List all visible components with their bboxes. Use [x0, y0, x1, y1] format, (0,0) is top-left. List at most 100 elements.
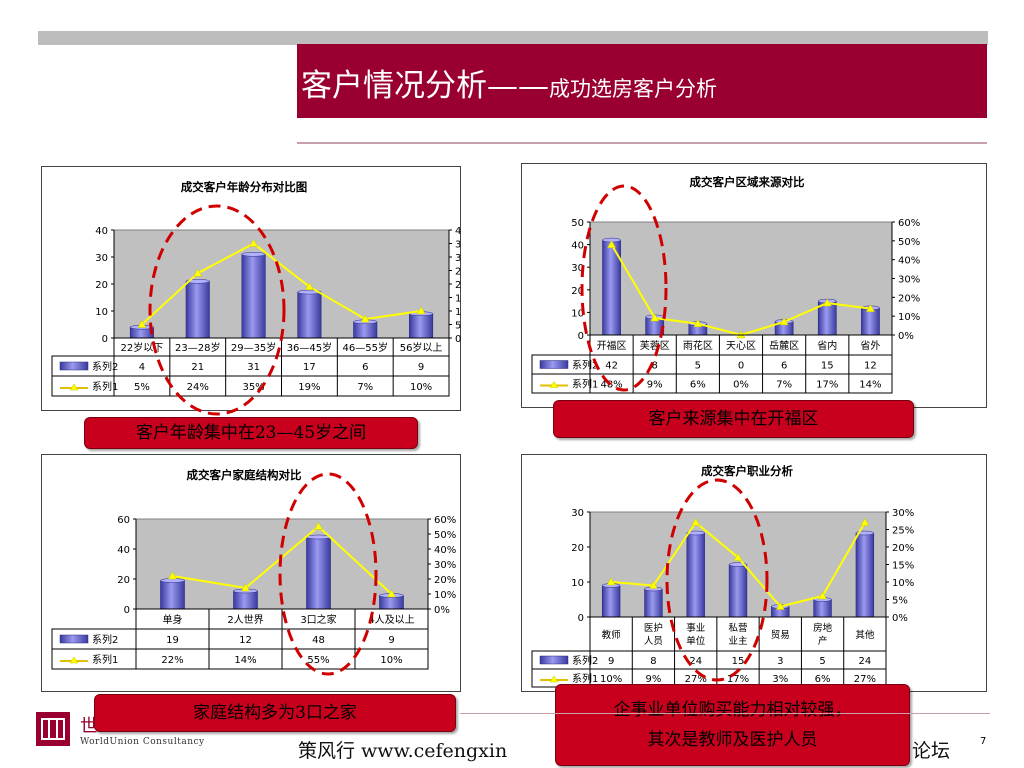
line-value-label: 9%	[647, 380, 663, 391]
line-marker	[693, 319, 703, 327]
y-tick-label: 20	[95, 280, 108, 291]
bar-value-label: 8	[652, 361, 658, 372]
legend-bar-name: 系列2	[572, 359, 598, 372]
y2-tick-label: 5%	[892, 596, 908, 607]
line-value-label: 24%	[187, 382, 209, 393]
bar-value-label: 24	[858, 656, 871, 667]
line-marker	[168, 571, 177, 580]
line-value-label: 14%	[859, 380, 881, 391]
y2-tick-label: 20%	[898, 293, 920, 304]
legend-bar-name: 系列2	[92, 633, 118, 646]
category-label: 医护	[644, 622, 663, 634]
bar-value-label: 15	[821, 361, 834, 372]
legend-bar-key	[539, 360, 569, 369]
y2-tick-label: 40%	[455, 226, 462, 237]
age-callout: 客户年龄集中在23—45岁之间	[84, 417, 418, 449]
line-value-label: 14%	[234, 655, 256, 666]
category-label: 房地	[813, 622, 833, 634]
y2-tick-label: 10%	[455, 307, 462, 318]
category-label: 23—28岁	[175, 341, 220, 354]
line-marker	[137, 319, 147, 328]
bar-value-label: 17	[303, 362, 316, 373]
line-marker	[775, 601, 785, 610]
slide-title: 客户情况分析——成功选房客户分析	[301, 60, 717, 105]
line-value-label: 5%	[134, 382, 150, 393]
line-marker	[193, 268, 203, 277]
line-marker	[360, 314, 370, 323]
line-series	[141, 242, 422, 326]
y2-tick-label: 25%	[892, 526, 914, 537]
line-value-label: 6%	[690, 380, 706, 391]
category-label: 省内	[817, 339, 837, 352]
bar-value-label: 9	[388, 635, 394, 646]
y-tick-label: 30	[571, 508, 584, 519]
y2-tick-label: 0%	[455, 334, 462, 345]
category-label: 2人世界	[227, 614, 263, 626]
bar-value-label: 24	[689, 656, 702, 667]
line-value-label: 17%	[816, 380, 838, 391]
title-banner: 客户情况分析——成功选房客户分析	[297, 44, 987, 118]
line-marker	[779, 317, 789, 326]
chart-title: 成交客户年龄分布对比图	[181, 180, 308, 194]
legend-bar-name: 系列2	[92, 360, 118, 373]
category-label: 事业	[686, 622, 705, 634]
y2-tick-label: 60%	[434, 515, 456, 526]
bar-value-label: 12	[864, 361, 877, 372]
legend-line-marker	[549, 381, 559, 388]
y2-tick-label: 0%	[898, 331, 914, 342]
occupation-callout-line1: 企事业单位购买能力相对较强，	[613, 700, 852, 720]
line-value-label: 10%	[380, 655, 402, 666]
line-marker	[607, 240, 617, 248]
bar-value-label: 3	[777, 656, 783, 667]
line-marker	[606, 577, 616, 586]
legend-bar-key	[59, 361, 89, 371]
y-tick-label: 0	[578, 331, 584, 342]
y2-tick-label: 40%	[898, 256, 920, 267]
y-tick-label: 20	[117, 575, 130, 586]
logo-mark: 世	[80, 716, 98, 737]
legend-bar-name: 系列2	[572, 654, 598, 667]
y-tick-label: 10	[95, 307, 108, 318]
y2-tick-label: 20%	[434, 575, 456, 586]
y-tick-label: 0	[102, 334, 108, 345]
legend-line-marker	[69, 383, 79, 391]
bar-value-label: 6	[781, 361, 787, 372]
line-marker	[733, 552, 743, 561]
y2-tick-label: 35%	[455, 240, 462, 251]
y2-tick-label: 10%	[898, 312, 920, 323]
bar-value-label: 48	[312, 635, 325, 646]
family-callout-text: 家庭结构多为3口之家	[193, 703, 357, 723]
line-marker	[650, 313, 660, 322]
y2-tick-label: 10%	[892, 578, 914, 589]
category-label: 人员	[644, 636, 663, 647]
category-label: 29—35岁	[231, 341, 276, 354]
category-label: 开福区	[597, 339, 627, 352]
y2-tick-label: 5%	[455, 321, 462, 332]
category-label: 岳麓区	[769, 339, 799, 352]
legend-line-name: 系列1	[92, 380, 118, 393]
line-marker	[416, 306, 426, 315]
legend-line-name: 系列1	[572, 672, 598, 685]
category-label: 4人及以上	[368, 614, 414, 626]
footer-website: 策风行 www.cefengxin	[298, 740, 508, 762]
bar-value-label: 19	[166, 635, 179, 646]
area-callout-text: 客户来源集中在开福区	[648, 409, 819, 429]
y-tick-label: 40	[117, 545, 130, 556]
footer-divider	[460, 713, 990, 714]
bar-value-label: 12	[239, 635, 252, 646]
bar-value-label: 5	[819, 656, 825, 667]
y-tick-label: 10	[571, 308, 584, 319]
bar-top	[686, 530, 705, 536]
y-tick-label: 40	[95, 226, 108, 237]
line-value-label: 3%	[772, 674, 788, 685]
category-label: 3口之家	[300, 613, 336, 626]
category-label: 私营	[728, 622, 747, 634]
legend-line-name: 系列1	[572, 378, 598, 391]
area-highlight-ellipse	[580, 184, 668, 392]
category-label: 省外	[860, 339, 880, 352]
category-label: 36—45岁	[287, 341, 332, 354]
line-marker	[860, 517, 870, 526]
bar-value-label: 21	[191, 362, 204, 373]
logo-glyph-icon	[41, 718, 65, 740]
